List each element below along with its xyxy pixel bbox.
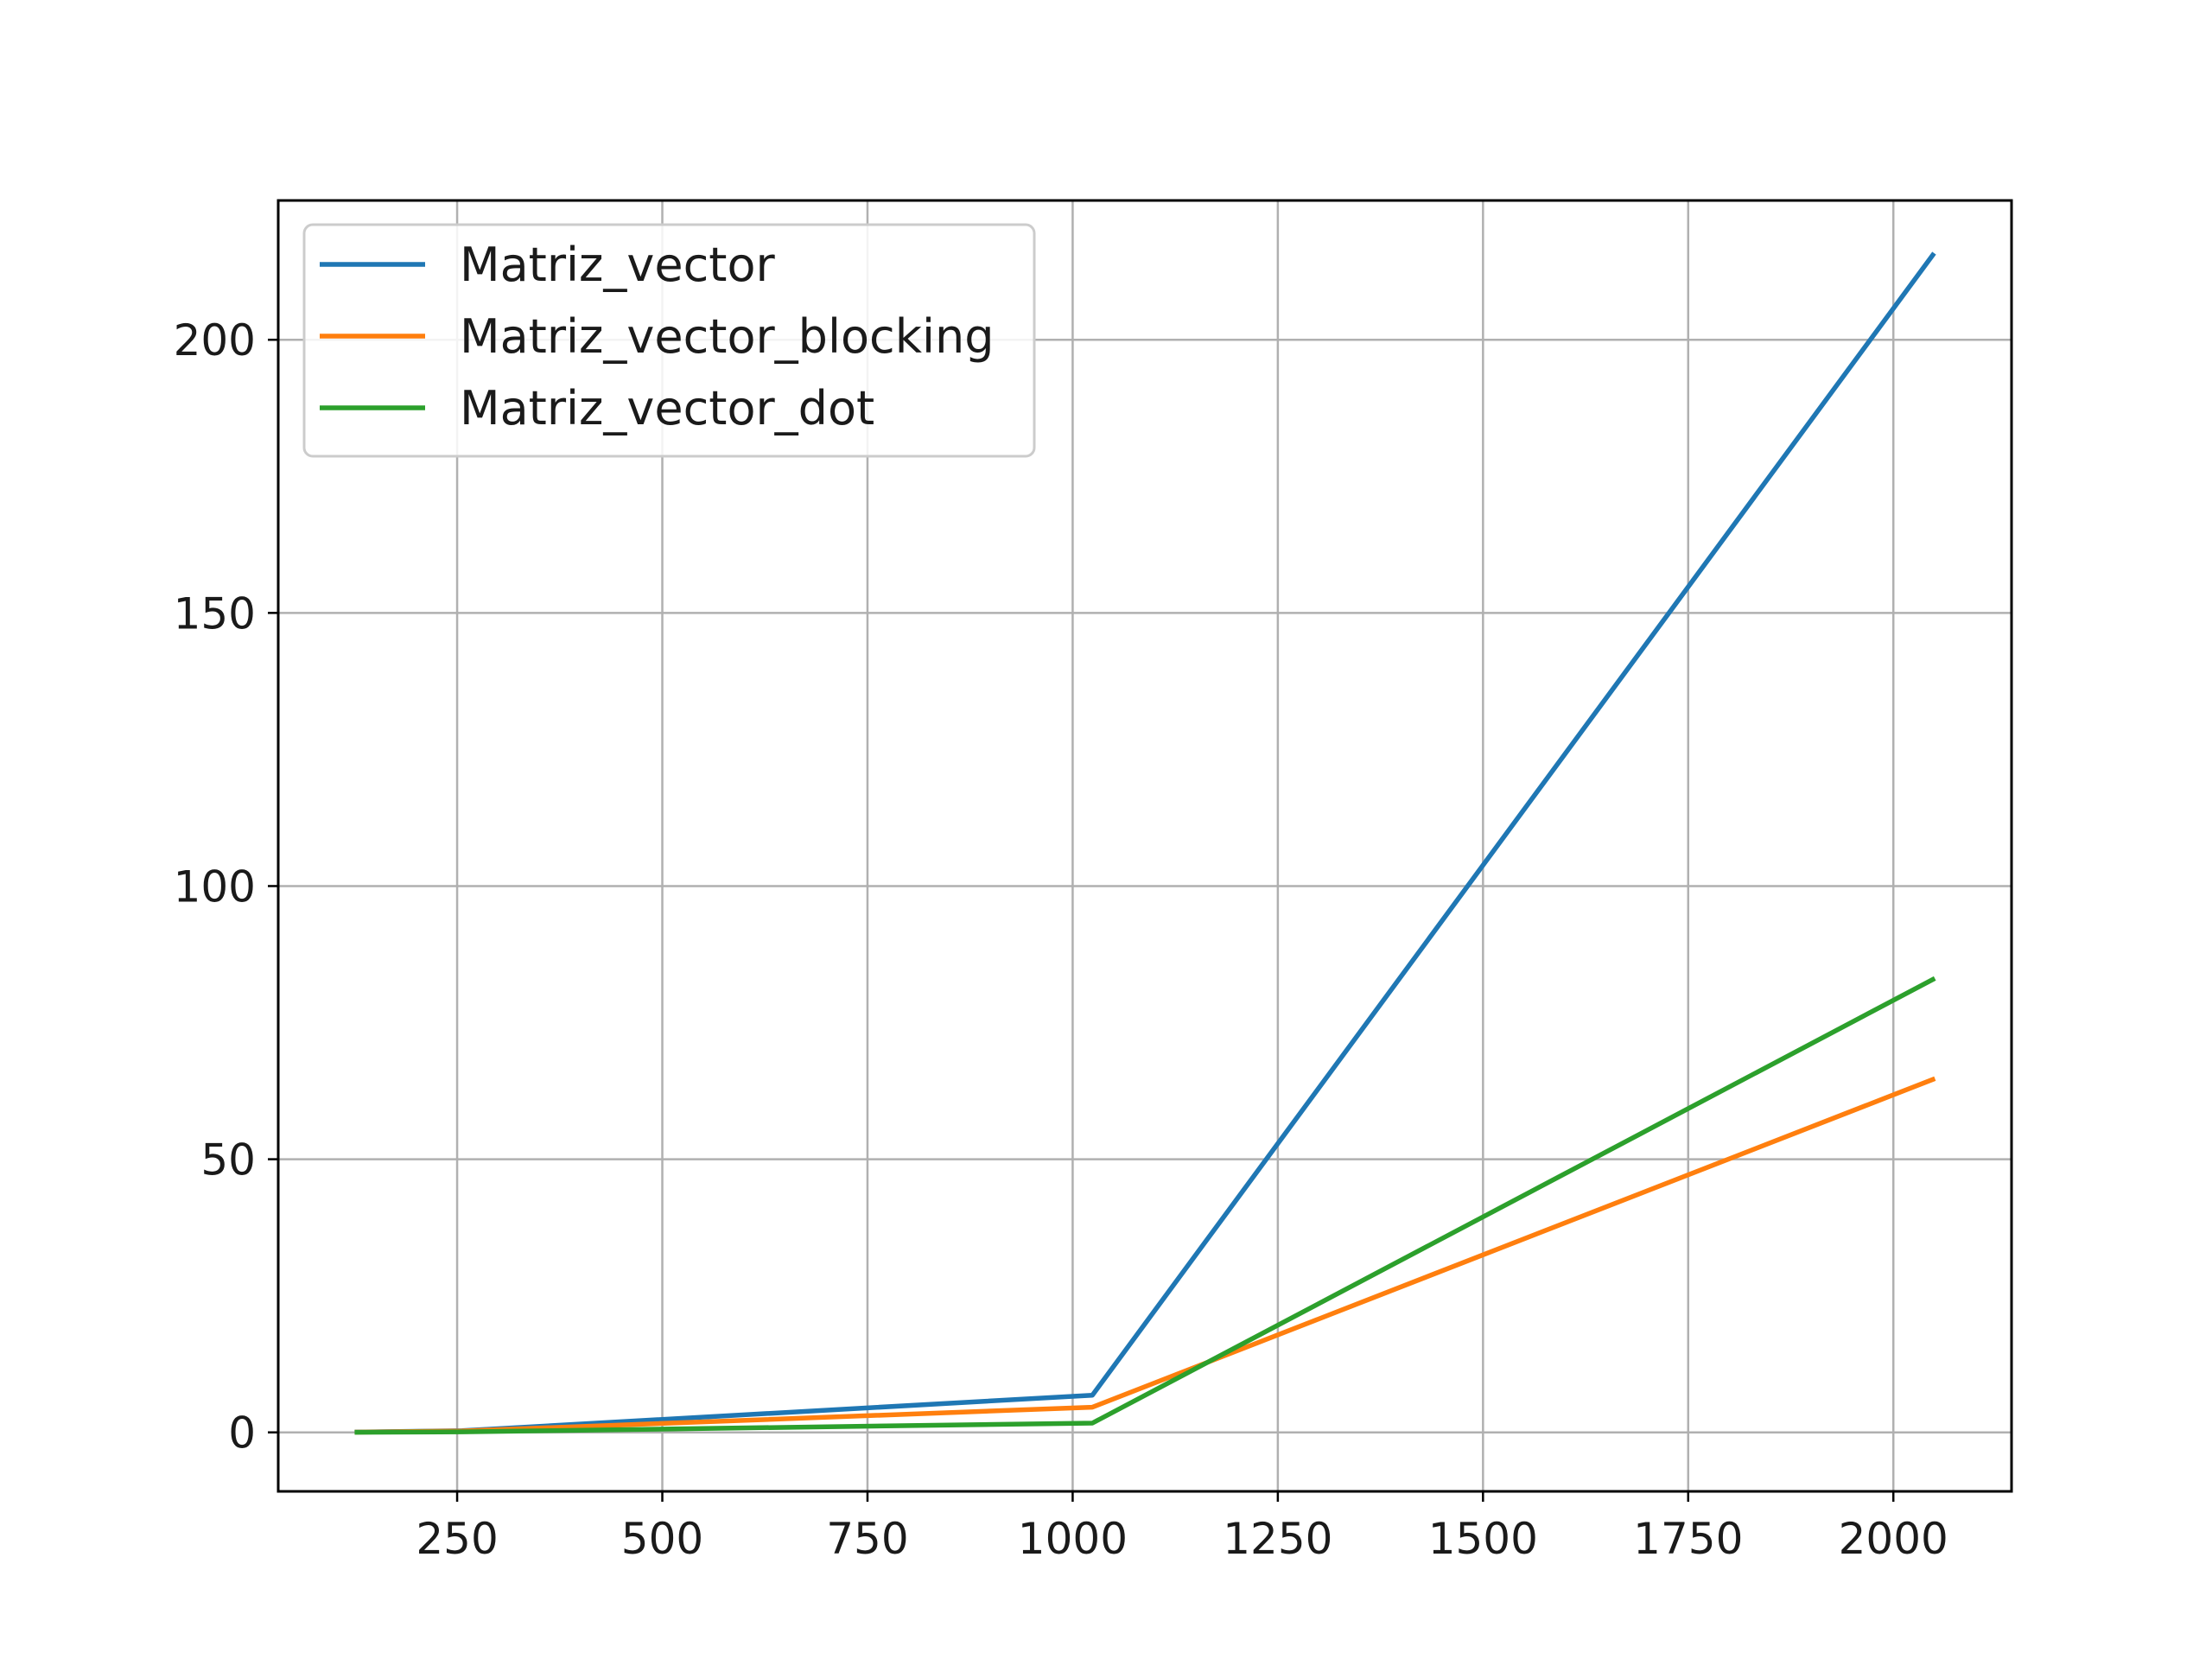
legend-box [302,223,1036,458]
x-tick-label: 250 [416,1514,498,1564]
legend-label: Matriz_vector [460,238,775,292]
x-tick-label: 2000 [1839,1514,1948,1564]
y-tick-label: 50 [200,1135,256,1185]
x-tick-label: 750 [826,1514,908,1564]
y-tick-label: 150 [174,588,256,639]
x-axis: 250 500 750 1000 1250 1500 1750 2000 [416,1491,1948,1564]
legend-label: Matriz_vector_blocking [460,309,994,364]
x-tick-label: 1000 [1018,1514,1128,1564]
x-tick-label: 1750 [1633,1514,1743,1564]
series-lines [354,251,1936,1435]
y-tick-label: 0 [228,1408,256,1459]
legend-label: Matriz_vector_dot [460,381,874,435]
x-tick-label: 1250 [1223,1514,1332,1564]
x-tick-label: 1500 [1428,1514,1538,1564]
y-tick-label: 200 [174,315,256,365]
x-tick-label: 500 [621,1514,703,1564]
series-line-2 [354,976,1936,1435]
y-tick-label: 100 [174,861,256,912]
y-axis: 0 50 100 150 200 [174,315,278,1459]
legend: Matriz_vector Matriz_vector_blocking Matri… [302,223,1036,458]
plot-frame [276,199,2013,1493]
